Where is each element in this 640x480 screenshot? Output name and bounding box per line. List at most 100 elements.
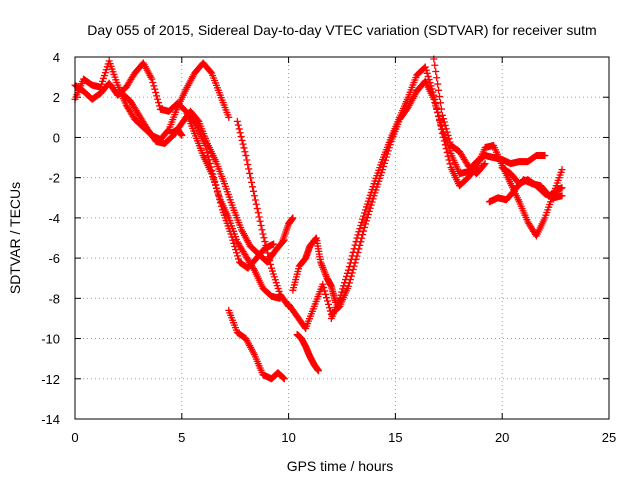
data-point — [423, 69, 431, 77]
data-point — [435, 112, 443, 120]
data-point — [434, 80, 442, 88]
y-tick-label: 4 — [53, 50, 60, 65]
data-point — [443, 128, 451, 136]
data-point — [280, 374, 288, 382]
x-tick-label: 20 — [495, 430, 509, 445]
data-point — [153, 92, 161, 100]
grid — [75, 57, 609, 419]
data-point — [217, 202, 225, 210]
series-segment-5 — [233, 117, 293, 310]
data-point — [343, 269, 351, 277]
data-point — [202, 145, 210, 153]
data-point — [332, 298, 340, 306]
data-point — [445, 135, 453, 143]
data-point — [361, 223, 369, 231]
data-point — [319, 280, 327, 288]
data-point — [154, 95, 162, 103]
data-point — [438, 129, 446, 137]
data-point — [427, 82, 435, 90]
y-axis-label: SDTVAR / TECUs — [7, 182, 23, 294]
data-point — [421, 63, 429, 71]
data-point — [267, 260, 275, 268]
data-point — [264, 249, 272, 257]
data-point — [231, 242, 239, 250]
data-point — [212, 181, 220, 189]
data-point — [431, 95, 439, 103]
data-point — [344, 266, 352, 274]
data-point — [338, 288, 346, 296]
data-point — [206, 159, 214, 167]
data-point — [227, 230, 235, 238]
data-point — [348, 252, 356, 260]
data-point — [246, 169, 254, 177]
data-point — [229, 236, 237, 244]
data-point — [216, 195, 224, 203]
data-point — [445, 156, 453, 164]
data-point — [225, 113, 233, 121]
data-point — [254, 209, 262, 217]
data-point — [239, 140, 247, 148]
data-point — [228, 233, 236, 241]
series-segment-15 — [167, 125, 186, 139]
data-point — [270, 240, 278, 248]
y-tick-label: -14 — [41, 412, 60, 427]
data-point — [235, 125, 243, 133]
data-point — [438, 111, 446, 119]
data-point — [233, 117, 241, 125]
data-point — [234, 121, 242, 129]
data-point — [155, 99, 163, 107]
data-point — [339, 285, 347, 293]
y-tick-label: -12 — [41, 372, 60, 387]
y-tick-label: 0 — [53, 130, 60, 145]
data-point — [443, 148, 451, 156]
data-point — [237, 133, 245, 141]
data-point — [247, 174, 255, 182]
data-point — [205, 156, 213, 164]
data-point — [366, 204, 374, 212]
data-point — [442, 145, 450, 153]
data-point — [354, 231, 362, 239]
data-point — [209, 170, 217, 178]
data-point — [433, 74, 441, 82]
series-segment-4 — [184, 109, 278, 272]
data-point — [233, 249, 241, 257]
data-point — [240, 144, 248, 152]
data-point — [441, 121, 449, 129]
data-point — [361, 220, 369, 228]
data-point — [201, 141, 209, 149]
data-point — [436, 99, 444, 107]
data-point — [433, 104, 441, 112]
data-point — [261, 238, 269, 246]
data-point — [367, 201, 375, 209]
data-point — [444, 131, 452, 139]
data-point — [245, 165, 253, 173]
data-point — [325, 304, 333, 312]
data-point — [216, 199, 224, 207]
data-point — [342, 276, 350, 284]
data-point — [315, 367, 323, 375]
data-point — [350, 245, 358, 253]
data-point — [442, 125, 450, 133]
series-segment-6 — [225, 306, 288, 383]
data-point — [356, 225, 364, 233]
data-point — [249, 183, 257, 191]
data-point — [280, 375, 288, 383]
data-point — [363, 214, 371, 222]
data-point — [355, 228, 363, 236]
data-point — [436, 117, 444, 125]
series-segment-9 — [430, 55, 489, 178]
y-tick-label: -2 — [48, 171, 60, 186]
series-segment-13 — [293, 331, 323, 375]
data-point — [434, 108, 442, 116]
data-point — [345, 263, 353, 271]
data-point — [432, 68, 440, 76]
series-segment-12 — [278, 214, 297, 246]
y-tick-label: 2 — [53, 90, 60, 105]
data-point — [213, 184, 221, 192]
data-point — [425, 76, 433, 84]
series-segment-11 — [498, 164, 566, 202]
data-point — [358, 218, 366, 226]
data-point — [238, 136, 246, 144]
